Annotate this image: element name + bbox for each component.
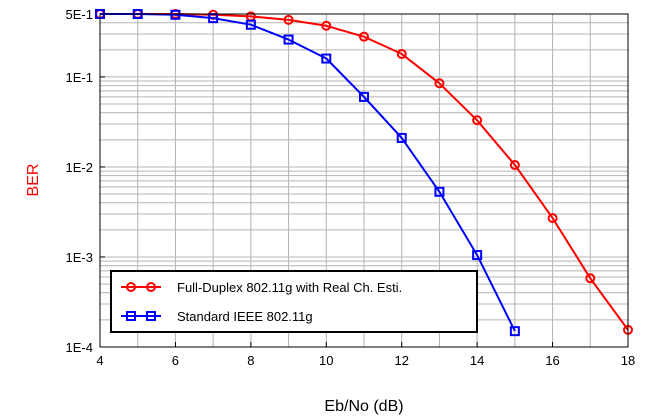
series-line-2 xyxy=(100,13,516,332)
data-point xyxy=(472,115,483,126)
data-point xyxy=(283,14,294,25)
data-point xyxy=(359,31,369,42)
data-point xyxy=(547,213,558,224)
x-axis-title: Eb/No (dB) xyxy=(324,398,403,415)
legend-label-series-2: Standard IEEE 802.11g xyxy=(177,309,313,324)
grid xyxy=(100,14,628,347)
data-point xyxy=(245,19,256,30)
x-tick-label: 10 xyxy=(319,353,333,368)
data-point xyxy=(585,273,596,284)
tick-labels: 4 6 8 10 12 14 16 18 5E-1 1E-1 1E-2 1E-3 1E-4 xyxy=(66,7,636,368)
data-point xyxy=(434,78,445,89)
y-axis-title: BER xyxy=(25,164,42,197)
data-point xyxy=(396,132,407,143)
data-point xyxy=(396,48,407,59)
series-2 xyxy=(95,9,520,337)
y-tick-label: 1E-2 xyxy=(66,160,93,175)
legend-label-series-1: Full-Duplex 802.11g with Real Ch. Esti. xyxy=(177,280,402,295)
data-point xyxy=(359,91,369,102)
y-tick-label: 1E-3 xyxy=(66,250,93,265)
x-tick-label: 8 xyxy=(247,353,254,368)
x-tick-label: 12 xyxy=(394,353,408,368)
data-point xyxy=(170,9,181,20)
legend-marker-series-1 xyxy=(126,282,136,292)
x-tick-label: 4 xyxy=(96,353,103,368)
legend-box xyxy=(110,270,478,333)
x-tick-label: 6 xyxy=(172,353,179,368)
y-tick-label: 1E-4 xyxy=(66,340,93,355)
y-tick-label: 5E-1 xyxy=(66,7,93,22)
data-point xyxy=(509,326,520,337)
data-point xyxy=(283,34,294,45)
data-point xyxy=(321,53,332,64)
legend-marker-series-2 xyxy=(146,311,156,321)
legend: Full-Duplex 802.11g with Real Ch. Esti. … xyxy=(110,270,478,333)
x-tick-label: 14 xyxy=(470,353,484,368)
data-point xyxy=(434,186,445,197)
x-tick-label: 18 xyxy=(621,353,635,368)
data-point xyxy=(321,20,332,31)
data-point xyxy=(509,160,520,171)
legend-marker-series-1 xyxy=(146,282,156,292)
data-point xyxy=(472,250,483,261)
y-tick-label: 1E-1 xyxy=(66,70,93,85)
legend-marker-series-2 xyxy=(126,311,136,321)
x-tick-label: 16 xyxy=(545,353,559,368)
plot-frame xyxy=(99,13,629,348)
